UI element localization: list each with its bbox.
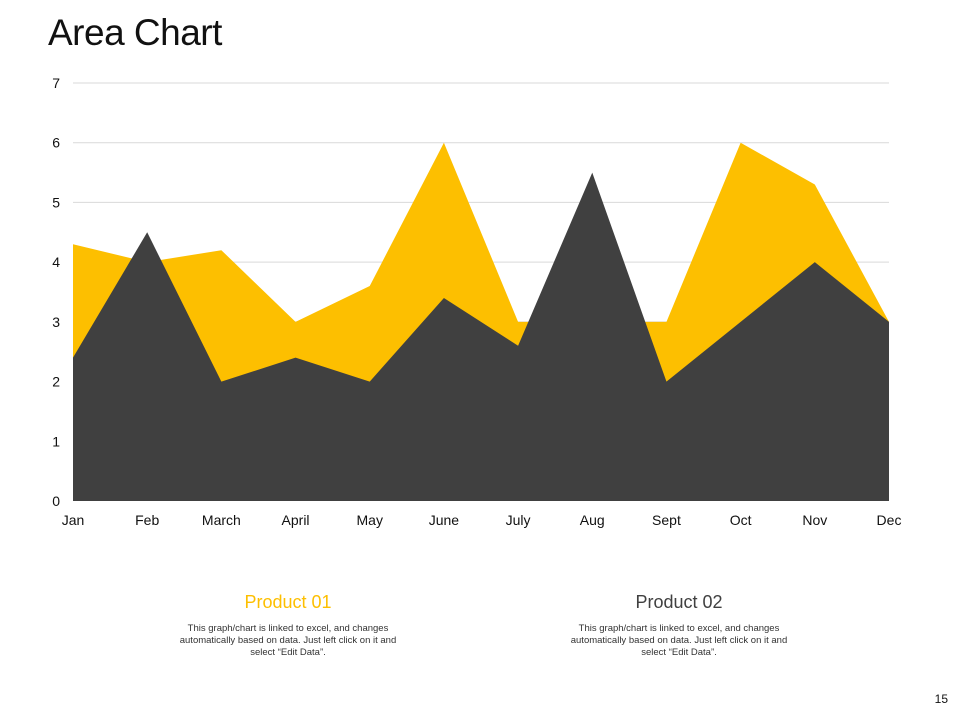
y-tick-label: 2: [52, 374, 60, 390]
y-tick-label: 3: [52, 314, 60, 330]
y-tick-label: 5: [52, 194, 60, 210]
area-series-product-02: [73, 172, 889, 502]
y-tick-label: 0: [52, 493, 60, 509]
x-tick-label: Sept: [652, 512, 681, 528]
x-tick-label: Aug: [580, 512, 605, 528]
x-tick-label: Jan: [62, 512, 85, 528]
area-chart: 0 1 2 3 4 5 6 7 Jan Feb March April May June July Aug S…: [52, 75, 902, 528]
y-axis: 0 1 2 3 4 5 6 7: [52, 75, 60, 509]
x-tick-label: April: [282, 512, 310, 528]
x-tick-label: Dec: [877, 512, 902, 528]
legend-description-product-02: This graph/chart is linked to excel, and…: [570, 623, 788, 658]
y-tick-label: 7: [52, 75, 60, 91]
legend-title-product-02: Product 02: [635, 592, 723, 612]
legend-description-product-01: This graph/chart is linked to excel, and…: [179, 623, 397, 658]
page-number: 15: [934, 692, 948, 706]
x-tick-label: May: [357, 512, 383, 528]
y-tick-label: 4: [52, 254, 60, 270]
x-tick-label: Feb: [135, 512, 159, 528]
legend-title-product-01: Product 01: [244, 592, 332, 612]
x-tick-label: March: [202, 512, 241, 528]
y-tick-label: 1: [52, 433, 60, 449]
x-tick-label: June: [429, 512, 460, 528]
x-tick-label: Oct: [730, 512, 752, 528]
x-axis: Jan Feb March April May June July Aug Sept Oct Nov…: [62, 512, 902, 528]
y-tick-label: 6: [52, 135, 60, 151]
x-tick-label: Nov: [802, 512, 827, 528]
legend-product-02: Product 02 This graph/chart is linked to…: [564, 592, 794, 659]
legend-product-01: Product 01 This graph/chart is linked to…: [173, 592, 403, 659]
area-layer: [73, 142, 889, 502]
x-tick-label: July: [506, 512, 531, 528]
page-title: Area Chart: [48, 12, 222, 53]
